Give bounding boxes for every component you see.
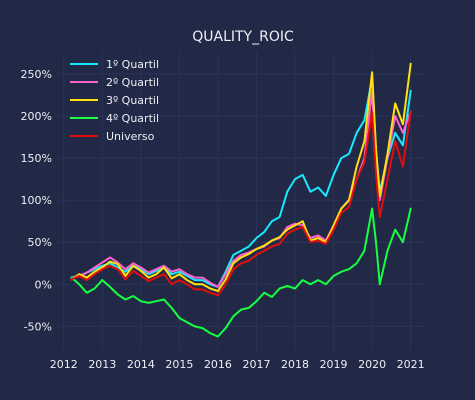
series-line-1 (70, 77, 412, 288)
y-tick-label: -50% (24, 320, 52, 333)
x-tick-label: 2021 (397, 358, 425, 371)
x-axis: 2012 2013 2014 2015 2016 2017 2018 2019 2020 2021 (50, 358, 425, 371)
series-line-4 (70, 207, 412, 338)
legend-label-5: Universo (106, 130, 155, 143)
x-tick-label: 2016 (204, 358, 232, 371)
y-tick-label: 150% (21, 152, 52, 165)
x-tick-label: 2014 (127, 358, 155, 371)
legend-label-4: 4º Quartil (106, 112, 159, 125)
chart-title: QUALITY_ROIC (192, 29, 294, 45)
series-line-3 (70, 62, 412, 293)
y-tick-label: 250% (21, 68, 52, 81)
legend-label-1: 1º Quartil (106, 58, 159, 71)
y-tick-label: 100% (21, 194, 52, 207)
y-axis: -50% 0% 50% 100% 150% 200% 250% (21, 68, 52, 334)
x-tick-label: 2020 (358, 358, 386, 371)
series-lines (70, 62, 412, 338)
y-tick-label: 0% (35, 278, 52, 291)
legend: 1º Quartil 2º Quartil 3º Quartil 4º Quartil… (70, 58, 159, 143)
x-tick-label: 2018 (281, 358, 309, 371)
legend-label-3: 3º Quartil (106, 94, 159, 107)
x-tick-label: 2019 (320, 358, 348, 371)
x-tick-label: 2012 (50, 358, 78, 371)
y-tick-label: 200% (21, 110, 52, 123)
x-tick-label: 2017 (242, 358, 270, 371)
x-tick-label: 2015 (165, 358, 193, 371)
x-tick-label: 2013 (88, 358, 116, 371)
legend-label-2: 2º Quartil (106, 76, 159, 89)
y-tick-label: 50% (28, 236, 52, 249)
series-line-5 (70, 110, 412, 297)
